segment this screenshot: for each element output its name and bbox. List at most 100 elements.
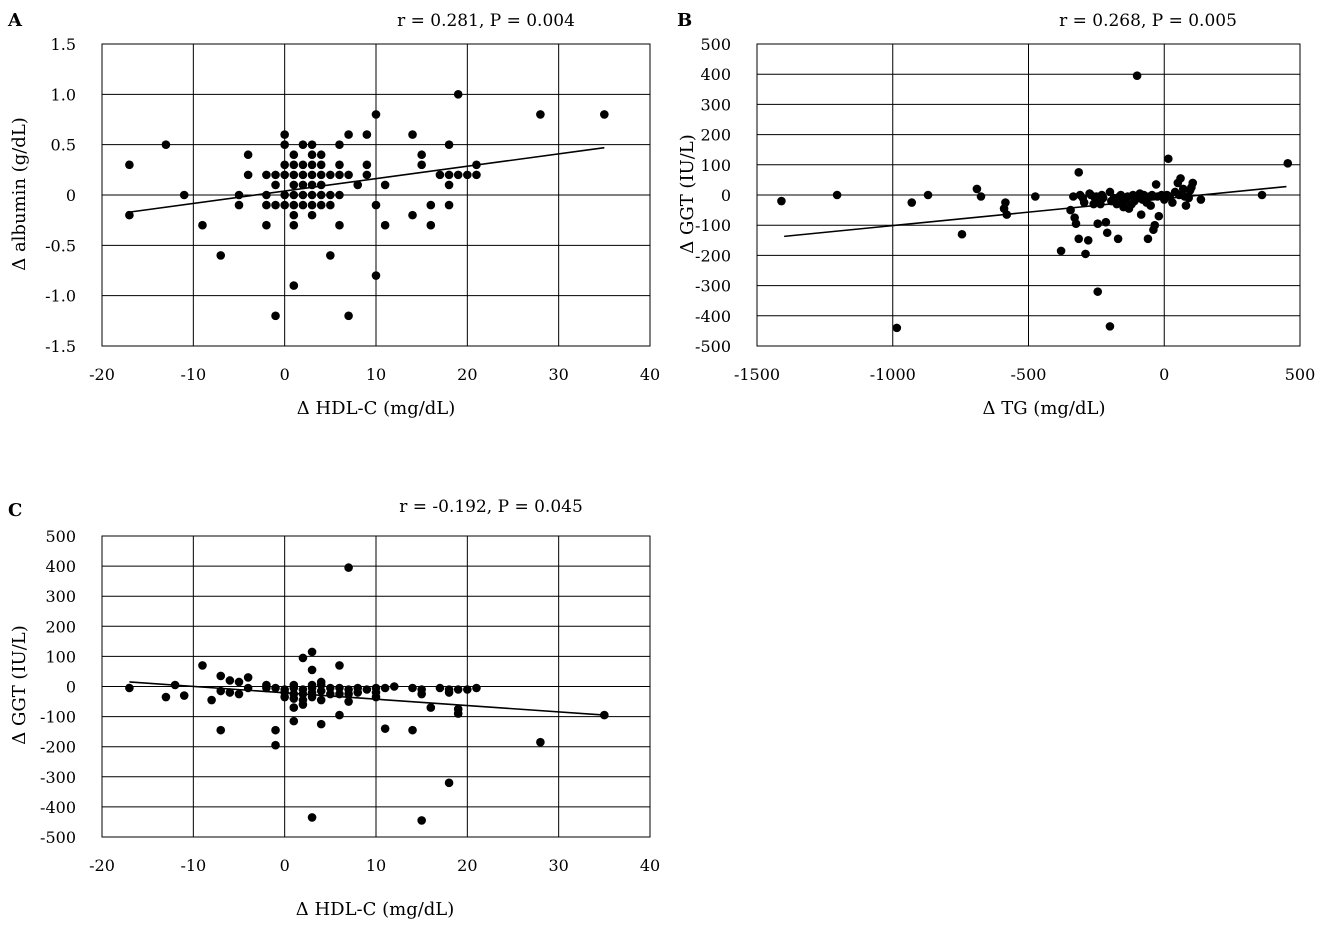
panel-b-data-point xyxy=(972,184,982,194)
panel-b-x-tick-label: 0 xyxy=(1159,365,1169,384)
panel-a-data-point xyxy=(298,180,308,190)
panel-a-data-point xyxy=(289,180,299,190)
panel-c-data-point xyxy=(289,694,299,703)
panel-c-data-point xyxy=(389,682,399,691)
panel-c-x-tick-label: 20 xyxy=(457,856,477,875)
panel-b-data-point xyxy=(957,229,967,239)
panel-a-data-point xyxy=(408,210,417,220)
panel-a-data-point xyxy=(463,170,472,180)
panel-c-data-point xyxy=(335,710,344,720)
panel-b-data-point xyxy=(1257,190,1267,200)
panel-b-data-point xyxy=(1105,187,1115,197)
panel-a-data-point xyxy=(417,150,426,160)
panel-a-data-point xyxy=(298,160,308,170)
panel-a-data-point xyxy=(344,311,353,321)
panel-a-data-point xyxy=(307,140,317,149)
panel-c-data-point xyxy=(234,677,244,687)
panel-c-data-point xyxy=(198,661,207,670)
panel-c-data-point xyxy=(216,686,226,696)
panel-b-data-point xyxy=(1164,154,1173,164)
panel-b-data-point xyxy=(1066,205,1075,215)
panel-c-data-point xyxy=(262,683,271,693)
panel-c-data-point xyxy=(362,685,372,694)
panel-c-data-point xyxy=(344,689,353,699)
panel-b-y-tick-label: 100 xyxy=(700,156,731,175)
panel-c-y-tick-label: -400 xyxy=(40,798,76,817)
panel-c-x-tick-label: 40 xyxy=(640,856,660,875)
panel-c-data-point xyxy=(426,703,436,712)
panel-a-data-point xyxy=(280,140,289,149)
panel-b-data-point xyxy=(1071,219,1081,228)
panel-a-data-point xyxy=(453,170,463,180)
panel-b-y-tick-label: -100 xyxy=(695,216,731,235)
panel-a-data-point xyxy=(271,180,280,190)
panel-a-data-point xyxy=(326,251,335,260)
panel-a-plot: -20 -10 0 10 20 30 40 -1.5 -1.0 -0.5 0 0.5 1.0 1.5 xyxy=(45,35,660,384)
panel-c-data-point xyxy=(380,724,390,733)
panel-b-letter: B xyxy=(677,10,692,31)
panel-a-y-tick-label: 1.0 xyxy=(51,85,76,104)
panel-b-data-point xyxy=(1143,234,1153,244)
panel-a-data-point xyxy=(307,200,317,210)
panel-b-data-point xyxy=(1132,71,1142,81)
panel-a-data-point xyxy=(289,220,299,230)
panel-c-data-point xyxy=(298,689,308,699)
panel-a-data-point xyxy=(326,170,335,180)
panel-c-data-point xyxy=(225,688,235,697)
panel-a-data-point xyxy=(453,90,463,99)
panel-a-x-tick-label: 40 xyxy=(640,365,660,384)
panel-c-data-point xyxy=(444,778,454,788)
panel-a-data-point xyxy=(280,170,289,180)
panel-b-y-tick-label: -400 xyxy=(695,307,731,326)
panel-b-data-point xyxy=(1102,228,1112,238)
panel-c-data-point xyxy=(289,683,299,693)
panel-b-data-point xyxy=(1002,210,1012,219)
panel-c-data-point xyxy=(289,703,299,712)
panel-b-data-point xyxy=(1079,198,1089,207)
panel-b-data-point xyxy=(1001,198,1010,207)
panel-a-data-point xyxy=(316,160,326,170)
panel-a-data-point xyxy=(536,110,545,119)
panel-a-data-point xyxy=(289,281,299,290)
panel-b-data-point xyxy=(1068,192,1078,201)
panel-b-x-tick-label: -1500 xyxy=(734,365,780,384)
panel-a-data-point xyxy=(280,190,289,200)
panel-a-data-point xyxy=(262,200,271,210)
panel-c-data-point xyxy=(216,671,226,681)
panel-b-data-point xyxy=(1030,192,1040,201)
panel-c-data-point xyxy=(435,683,445,693)
panel-c-x-tick-label: 10 xyxy=(366,856,386,875)
panel-c-data-point xyxy=(444,688,454,697)
panel-a-data-point xyxy=(198,220,207,230)
panel-a: A r = 0.281, P = 0.004 -20 -10 0 10 20 30 40 -1… xyxy=(7,10,660,419)
panel-c-y-tick-label: 0 xyxy=(66,678,76,697)
panel-b-data-point xyxy=(1283,158,1293,168)
panel-a-data-point xyxy=(234,200,244,210)
panel-c-letter: C xyxy=(8,500,22,521)
panel-b-data-point xyxy=(1083,236,1093,245)
panel-a-data-point xyxy=(326,200,335,210)
panel-a-plot-border xyxy=(101,43,651,347)
panel-a-data-point xyxy=(289,170,299,180)
panel-c-trendline xyxy=(129,681,605,716)
panel-b-x-tick-label: -1000 xyxy=(870,365,916,384)
panel-b-x-tick-label: 500 xyxy=(1285,365,1316,384)
panel-a-x-tick-label: 20 xyxy=(457,365,477,384)
panel-a-x-tick-label: 30 xyxy=(548,365,568,384)
panel-c-y-tick-label: 400 xyxy=(45,557,76,576)
panel-b-data-point xyxy=(892,323,902,333)
panel-a-data-point xyxy=(380,180,390,190)
panel-c-data-point xyxy=(161,692,171,702)
panel-a-data-point xyxy=(316,200,326,210)
panel-a-data-point xyxy=(307,150,317,160)
panel-a-x-tick-label: 10 xyxy=(366,365,386,384)
panel-a-data-point xyxy=(298,170,308,180)
panel-a-data-point xyxy=(280,200,289,210)
panel-b-data-point xyxy=(976,192,986,201)
panel-b-data-point xyxy=(907,198,917,207)
panel-c-data-point xyxy=(298,653,308,663)
panel-a-data-point xyxy=(444,200,454,210)
panel-a-x-axis-label: Δ HDL-C (mg/dL) xyxy=(297,398,456,419)
panel-c-data-point xyxy=(536,737,545,747)
panel-a-data-point xyxy=(335,190,344,200)
